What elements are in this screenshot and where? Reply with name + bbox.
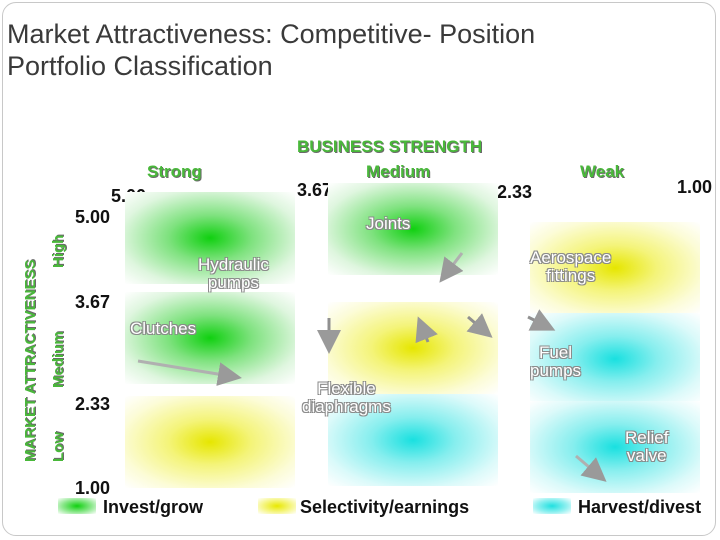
cell-medium-strong bbox=[125, 292, 295, 384]
product-aerospace-fittings: Aerospace fittings bbox=[530, 248, 612, 285]
cell-high-medium bbox=[328, 183, 498, 275]
cell-medium-weak bbox=[530, 313, 700, 405]
product-flexible-diaphragms: Flexible diaphragms bbox=[302, 379, 391, 416]
product-joints: Joints bbox=[366, 214, 411, 233]
cell-high-weak bbox=[530, 222, 700, 314]
cell-low-weak bbox=[530, 401, 700, 493]
arrow-flexible-right bbox=[466, 313, 493, 338]
legend-swatch-invest bbox=[58, 498, 96, 514]
product-fuel-pumps: Fuel pumps bbox=[530, 343, 582, 380]
product-clutches: Clutches bbox=[130, 319, 197, 338]
x-tick-3-67: 3.67 bbox=[297, 180, 333, 200]
cell-high-strong bbox=[125, 192, 295, 284]
product-hydraulic-pumps: Hydraulic pumps bbox=[198, 255, 269, 292]
title-line-1: Market Attractiveness: Competitive- Posi… bbox=[7, 19, 536, 49]
legend-swatch-selectivity bbox=[258, 498, 296, 514]
title-line-2: Portfolio Classification bbox=[7, 51, 273, 81]
cell-low-strong bbox=[125, 396, 295, 488]
business-strength-label: BUSINESS STRENGTH bbox=[297, 137, 483, 156]
legend-label-selectivity: Selectivity/earnings bbox=[300, 497, 470, 517]
y-tick-1: 1.00 bbox=[75, 478, 111, 498]
y-tick-5: 5.00 bbox=[75, 207, 111, 227]
x-tick-1: 1.00 bbox=[677, 177, 713, 197]
y-tick-3-67: 3.67 bbox=[75, 292, 111, 312]
legend-swatch-harvest bbox=[533, 498, 571, 514]
legend-label-harvest: Harvest/divest bbox=[578, 497, 702, 517]
cell-low-medium bbox=[328, 394, 498, 486]
column-strong-label: Strong bbox=[147, 162, 202, 181]
arrow-clutches bbox=[137, 359, 242, 386]
arrow-flexible-up bbox=[415, 316, 438, 344]
arrow-joints bbox=[439, 252, 464, 283]
column-weak-label: Weak bbox=[580, 162, 625, 181]
arrow-relief bbox=[575, 454, 607, 482]
slide-title: Market Attractiveness: Competitive- Posi… bbox=[7, 18, 535, 82]
x-tick-2-33: 2.33 bbox=[497, 182, 533, 202]
arrow-fuel bbox=[527, 309, 556, 331]
product-relief-valve: Relief valve bbox=[625, 428, 669, 465]
y-tick-2-33: 2.33 bbox=[75, 394, 111, 414]
legend-label-invest: Invest/grow bbox=[103, 497, 204, 517]
column-medium-label: Medium bbox=[366, 162, 431, 181]
